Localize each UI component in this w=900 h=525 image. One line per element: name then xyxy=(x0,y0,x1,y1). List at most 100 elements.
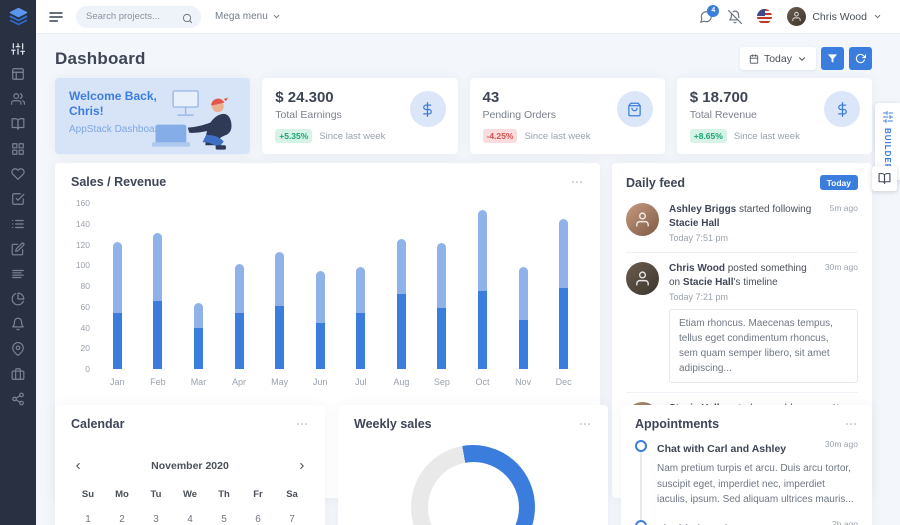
user-menu[interactable]: Chris Wood xyxy=(787,7,882,26)
calendar-date[interactable]: 4 xyxy=(187,514,193,525)
x-tick-label: Nov xyxy=(515,377,532,387)
y-tick-label: 80 xyxy=(80,281,90,291)
notifications-off-button[interactable] xyxy=(728,9,743,24)
donut-hole xyxy=(427,461,519,525)
stat-value: 43 xyxy=(482,89,500,106)
appointments-title: Appointments xyxy=(635,417,720,431)
calendar-weekdays: Su Mo Tu We Th Fr Sa xyxy=(71,489,309,500)
calendar-date[interactable]: 5 xyxy=(221,514,227,525)
x-tick-label: Aug xyxy=(393,377,410,387)
appointment-bullet xyxy=(635,440,647,452)
stat-label: Total Revenue xyxy=(689,109,757,121)
appointment-item: 30m ago Chat with Carl and Ashley Nam pre… xyxy=(635,439,858,519)
chevron-down-icon xyxy=(798,56,806,61)
chevron-down-icon xyxy=(873,8,882,26)
calendar-icon xyxy=(749,53,759,64)
feed-text: Ashley Briggs started following Stacie H… xyxy=(669,204,812,229)
sidebar-item-map-pin[interactable] xyxy=(0,336,36,361)
user-icon xyxy=(636,212,649,227)
calendar-date[interactable]: 3 xyxy=(153,514,159,525)
sidebar-item-layout[interactable] xyxy=(0,61,36,86)
card-menu-button[interactable] xyxy=(295,417,309,431)
page-title: Dashboard xyxy=(55,48,146,68)
search-icon[interactable] xyxy=(182,11,193,29)
sidebar-item-bell[interactable] xyxy=(0,311,36,336)
bar-Mar xyxy=(178,203,219,369)
list-icon xyxy=(12,219,24,228)
calendar-date[interactable]: 2 xyxy=(119,514,125,525)
mega-menu-dropdown[interactable]: Mega menu xyxy=(215,11,281,22)
calendar-next-button[interactable] xyxy=(295,459,309,473)
weekly-sales-card: Weekly sales xyxy=(338,405,608,525)
appointments-card: Appointments 30m ago Chat with Carl and A… xyxy=(621,405,872,525)
stats-row: Welcome Back, Chris! AppStack Dashboard xyxy=(55,78,872,154)
layout-icon xyxy=(12,67,24,80)
appointment-bullet xyxy=(635,519,647,525)
sidebar-item-book-open[interactable] xyxy=(0,111,36,136)
appointment-time-ago: 30m ago xyxy=(824,439,858,449)
daily-feed-title: Daily feed xyxy=(626,175,686,190)
calendar-date[interactable]: 6 xyxy=(255,514,261,525)
period-dropdown[interactable]: Today xyxy=(739,47,816,70)
search-input[interactable] xyxy=(76,5,201,28)
calendar-month-label: November 2020 xyxy=(151,460,229,472)
calendar-date[interactable]: 7 xyxy=(289,514,295,525)
x-tick-label: Jul xyxy=(355,377,367,387)
welcome-illustration xyxy=(152,90,232,150)
feed-text: Chris Wood posted something on Stacie Ha… xyxy=(669,263,807,288)
app-logo[interactable] xyxy=(0,0,36,33)
users-icon xyxy=(11,92,25,105)
y-tick-label: 120 xyxy=(75,239,90,250)
chevron-right-icon xyxy=(300,462,304,470)
chart-bars xyxy=(97,203,584,369)
sidebar-item-edit[interactable] xyxy=(0,236,36,261)
stat-delta-badge: +5.35% xyxy=(275,129,313,143)
sidebar-item-heart[interactable] xyxy=(0,161,36,186)
appointments-list: 30m ago Chat with Carl and Ashley Nam pre… xyxy=(635,439,858,525)
card-menu-button[interactable] xyxy=(844,417,858,431)
sidebar-item-sliders[interactable] xyxy=(0,36,36,61)
weekday-label: Sa xyxy=(286,489,298,500)
card-menu-button[interactable] xyxy=(578,417,592,431)
documentation-button[interactable] xyxy=(872,166,897,191)
period-label: Today xyxy=(763,52,792,65)
bar-Jul xyxy=(340,203,381,369)
language-flag-button[interactable] xyxy=(757,9,773,24)
more-horizontal-icon xyxy=(579,423,591,425)
calendar-prev-button[interactable] xyxy=(71,459,85,473)
bar-Apr xyxy=(219,203,260,369)
sidebar-item-align-left[interactable] xyxy=(0,261,36,286)
user-icon xyxy=(636,271,649,286)
weekday-label: Tu xyxy=(150,489,162,500)
sidebar-toggle-button[interactable] xyxy=(48,9,64,25)
stat-icon-circle xyxy=(824,91,860,127)
feed-item: 30m ago Chris Wood posted something on S… xyxy=(626,253,858,393)
stat-since-label: Since last week xyxy=(524,130,591,142)
sidebar-item-briefcase[interactable] xyxy=(0,361,36,386)
today-badge: Today xyxy=(819,175,858,190)
welcome-title: Welcome Back, Chris! xyxy=(69,89,157,118)
align-left-icon xyxy=(12,269,24,278)
y-tick-label: 60 xyxy=(80,301,90,312)
bar-Oct xyxy=(462,203,503,369)
calendar-date[interactable]: 1 xyxy=(85,514,91,525)
appointment-title: The big launch xyxy=(657,523,731,525)
navbar-actions: 4 Chris Wood xyxy=(699,4,882,26)
messages-button[interactable]: 4 xyxy=(699,4,720,24)
card-menu-button[interactable] xyxy=(570,175,584,189)
y-tick-label: 160 xyxy=(75,198,90,208)
sidebar-item-share-2[interactable] xyxy=(0,386,36,411)
stat-label: Total Earnings xyxy=(275,109,342,121)
refresh-button[interactable] xyxy=(849,47,872,70)
sidebar-item-pie-chart[interactable] xyxy=(0,286,36,311)
sidebar-item-users[interactable] xyxy=(0,86,36,111)
filter-button[interactable] xyxy=(821,47,844,70)
messages-badge: 4 xyxy=(707,4,720,17)
sidebar-item-grid[interactable] xyxy=(0,136,36,161)
heart-icon xyxy=(11,167,25,180)
stat-since-label: Since last week xyxy=(319,130,386,142)
sidebar-item-check-square[interactable] xyxy=(0,186,36,211)
welcome-card: Welcome Back, Chris! AppStack Dashboard xyxy=(55,78,251,154)
sidebar-item-list[interactable] xyxy=(0,211,36,236)
weekday-label: Th xyxy=(218,489,230,500)
